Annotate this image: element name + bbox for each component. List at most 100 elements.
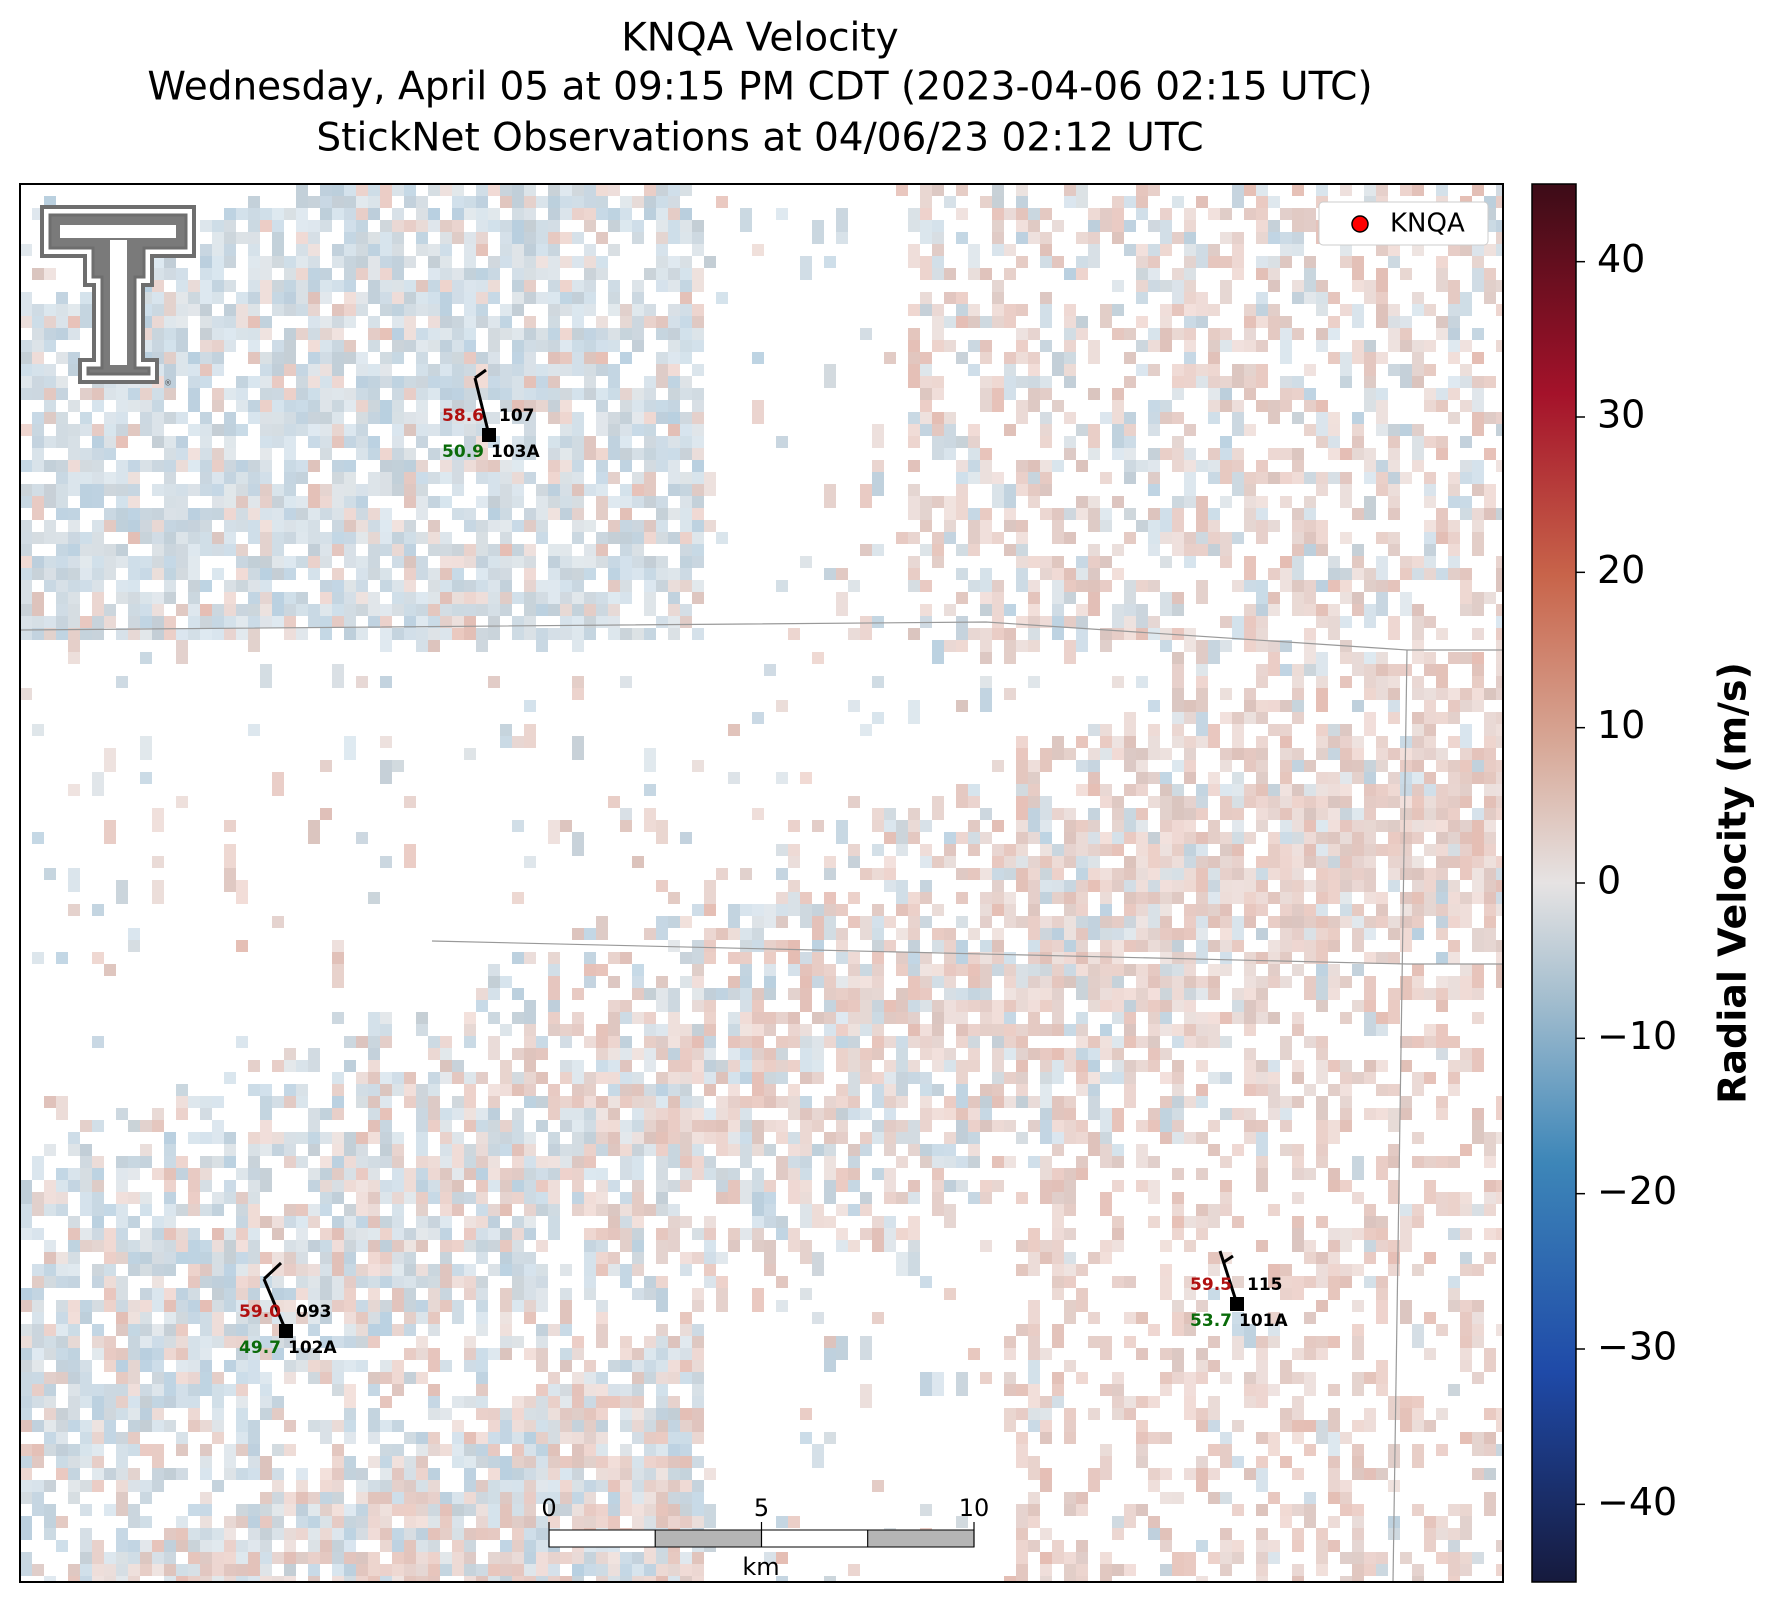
radar-cell [1424, 892, 1436, 916]
radar-cell [452, 580, 464, 592]
radar-cell [296, 1288, 308, 1300]
radar-cell [596, 484, 608, 496]
radar-cell [572, 1204, 584, 1216]
radar-cell [560, 304, 572, 316]
radar-cell [1280, 736, 1292, 748]
radar-cell [1424, 808, 1436, 820]
radar-cell [1256, 256, 1268, 268]
radar-cell [968, 364, 980, 376]
radar-cell [1088, 1096, 1100, 1120]
radar-cell [884, 1084, 896, 1096]
radar-cell [776, 1300, 788, 1312]
radar-cell [1280, 724, 1292, 736]
radar-cell [236, 292, 248, 304]
radar-cell [428, 256, 440, 268]
radar-cell [584, 352, 596, 364]
radar-cell [1016, 844, 1028, 856]
radar-cell [1412, 568, 1424, 580]
radar-cell [1040, 1180, 1052, 1204]
radar-cell [884, 1072, 896, 1084]
radar-cell [464, 1084, 476, 1108]
radar-cell [1040, 484, 1052, 496]
radar-cell [692, 448, 704, 460]
radar-cell [1040, 616, 1052, 628]
radar-cell [1292, 388, 1304, 400]
radar-cell [1196, 460, 1208, 472]
radar-cell [1040, 1084, 1052, 1108]
radar-cell [620, 1132, 632, 1144]
radar-cell [44, 340, 56, 352]
radar-cell [392, 1156, 404, 1168]
radar-cell [1028, 640, 1040, 652]
radar-cell [1400, 796, 1412, 808]
radar-cell [692, 316, 704, 328]
radar-cell [692, 460, 704, 472]
radar-cell [368, 1012, 380, 1036]
radar-cell [308, 340, 320, 352]
radar-cell [1448, 556, 1460, 568]
radar-cell [200, 1300, 212, 1312]
radar-cell [668, 484, 680, 496]
radar-cell [908, 916, 920, 928]
radar-cell [500, 1132, 512, 1144]
radar-cell [296, 1264, 308, 1276]
radar-cell [176, 1084, 188, 1096]
radar-cell [20, 364, 32, 376]
radar-cell [1016, 760, 1028, 784]
radar-cell [1076, 1288, 1088, 1312]
radar-cell [416, 1300, 428, 1312]
radar-cell [428, 472, 440, 484]
radar-cell [1280, 232, 1292, 244]
radar-cell [1400, 556, 1412, 568]
radar-cell [1424, 436, 1436, 448]
radar-cell [212, 364, 224, 376]
radar-cell [428, 1096, 440, 1120]
radar-cell [392, 400, 404, 412]
radar-cell [884, 820, 896, 832]
radar-cell [668, 184, 680, 196]
radar-cell [524, 724, 536, 748]
radar-cell [1460, 700, 1472, 712]
radar-cell [920, 184, 932, 208]
radar-cell [500, 220, 512, 232]
radar-cell [1448, 244, 1460, 256]
radar-cell [1136, 520, 1148, 532]
radar-cell [1040, 472, 1052, 484]
radar-cell [188, 1264, 200, 1276]
radar-cell [692, 1228, 704, 1240]
radar-cell [92, 1240, 104, 1252]
radar-cell [944, 856, 956, 868]
radar-cell [1292, 880, 1304, 892]
radar-cell [260, 1120, 272, 1144]
radar-cell [1484, 796, 1496, 808]
radar-cell [668, 316, 680, 328]
radar-cell [776, 916, 788, 928]
radar-cell [1400, 1060, 1412, 1072]
radar-cell [248, 568, 260, 580]
radar-cell [44, 1096, 56, 1108]
radar-cell [344, 280, 356, 292]
radar-cell [956, 352, 968, 364]
radar-cell [1076, 316, 1088, 328]
radar-cell [392, 1228, 404, 1240]
radar-cell [560, 436, 572, 448]
radar-cell [764, 1264, 776, 1276]
radar-cell [488, 1036, 500, 1060]
radar-cell [752, 1192, 764, 1216]
radar-cell [596, 196, 608, 208]
radar-cell [1448, 892, 1460, 904]
radar-cell [56, 616, 68, 628]
radar-cell [680, 340, 692, 352]
radar-cell [1244, 184, 1256, 196]
radar-cell [596, 256, 608, 268]
radar-cell [92, 460, 104, 472]
radar-cell [260, 1096, 272, 1120]
radar-cell [1400, 664, 1412, 676]
radar-cell [20, 544, 32, 556]
radar-cell [1328, 1168, 1340, 1180]
radar-cell [560, 472, 572, 484]
radar-cell [548, 1096, 560, 1120]
radar-cell [920, 208, 932, 220]
radar-cell [356, 1228, 368, 1240]
radar-cell [572, 208, 584, 220]
